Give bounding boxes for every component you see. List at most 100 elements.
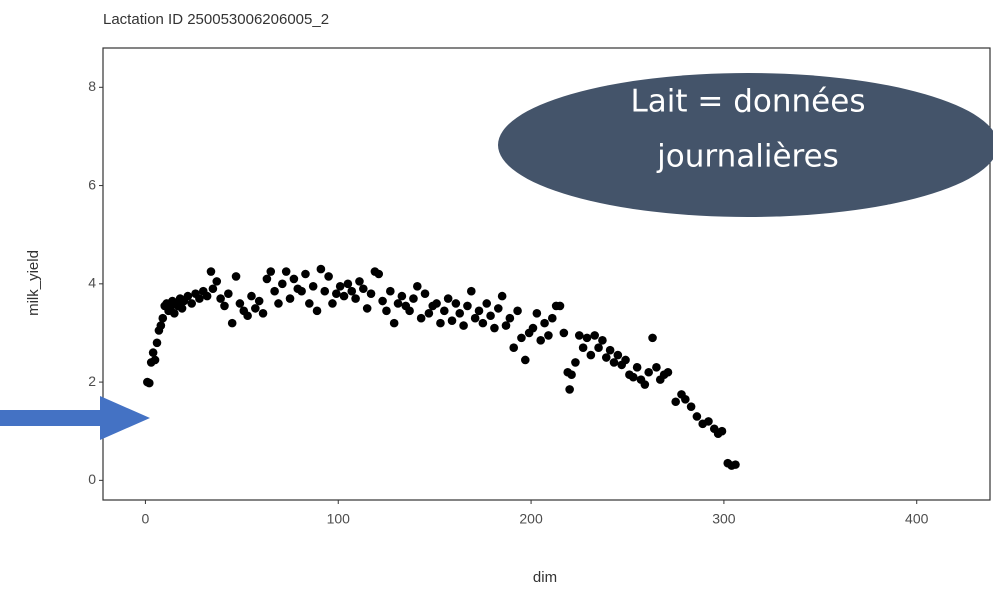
point — [478, 318, 488, 328]
point — [644, 367, 653, 377]
point — [470, 313, 480, 323]
point — [443, 294, 453, 303]
point — [378, 296, 387, 306]
point — [389, 318, 399, 328]
point — [312, 306, 322, 316]
point — [183, 291, 193, 301]
point — [413, 281, 422, 291]
point — [347, 286, 357, 296]
point — [594, 343, 603, 352]
point — [216, 294, 225, 303]
point — [366, 289, 376, 298]
point — [440, 306, 449, 316]
point — [355, 277, 364, 286]
point — [490, 323, 499, 333]
point — [274, 299, 283, 308]
x-tick-label: 0 — [142, 511, 150, 527]
point — [351, 294, 360, 303]
point — [681, 394, 690, 404]
point — [571, 358, 580, 367]
point — [243, 311, 252, 321]
point — [671, 397, 680, 407]
point — [648, 333, 657, 343]
point — [528, 323, 538, 333]
point — [332, 289, 341, 298]
y-tick-label: 8 — [88, 78, 96, 94]
point — [301, 269, 310, 279]
y-tick-label: 2 — [88, 373, 96, 389]
point — [231, 272, 241, 281]
point — [692, 412, 702, 421]
point — [432, 299, 441, 308]
point — [150, 355, 160, 365]
point — [285, 294, 295, 303]
point — [212, 277, 222, 286]
point — [420, 289, 430, 298]
point — [202, 291, 212, 301]
point — [386, 286, 395, 296]
point — [148, 348, 158, 357]
point — [547, 313, 557, 323]
point — [335, 281, 345, 291]
point — [501, 321, 511, 330]
point — [297, 286, 306, 296]
x-tick-label: 100 — [327, 511, 351, 527]
point — [463, 301, 472, 311]
point — [567, 370, 576, 380]
point — [640, 380, 650, 389]
panel-border — [102, 47, 991, 501]
callout-text: journalières — [656, 139, 839, 175]
point — [397, 291, 407, 301]
point — [663, 367, 673, 377]
point — [206, 267, 216, 276]
point — [409, 294, 418, 303]
point — [517, 333, 526, 343]
point — [343, 279, 353, 289]
point — [158, 313, 168, 323]
point — [555, 301, 565, 311]
point — [565, 385, 574, 394]
point — [251, 304, 260, 313]
point — [156, 321, 166, 330]
point — [497, 291, 507, 301]
point — [493, 304, 503, 313]
y-tick-label: 0 — [88, 471, 96, 487]
callout-bubble — [498, 73, 993, 217]
point — [316, 264, 326, 274]
point — [586, 350, 596, 360]
point — [598, 336, 607, 345]
point — [536, 336, 546, 345]
point — [362, 304, 372, 313]
point — [717, 426, 727, 436]
point — [227, 318, 237, 328]
point — [447, 316, 457, 325]
point — [152, 338, 162, 348]
y-axis-title: milk_yield — [25, 250, 42, 316]
point — [320, 286, 330, 296]
point — [308, 281, 318, 291]
point — [451, 299, 461, 308]
point — [187, 299, 196, 308]
point — [281, 267, 291, 276]
point — [609, 358, 619, 367]
point — [632, 363, 642, 372]
point — [731, 460, 740, 469]
point — [532, 309, 542, 318]
point — [486, 311, 495, 321]
point — [621, 355, 630, 365]
point — [436, 318, 445, 328]
point — [405, 306, 414, 316]
point — [520, 355, 530, 365]
point — [628, 372, 638, 382]
point — [559, 328, 569, 338]
point — [170, 309, 179, 318]
point — [393, 299, 403, 308]
point — [544, 331, 553, 340]
x-axis-title: dim — [533, 569, 557, 586]
point — [374, 269, 384, 279]
point — [382, 306, 391, 316]
point — [613, 350, 623, 360]
x-tick-label: 200 — [519, 511, 543, 527]
point — [424, 309, 434, 318]
